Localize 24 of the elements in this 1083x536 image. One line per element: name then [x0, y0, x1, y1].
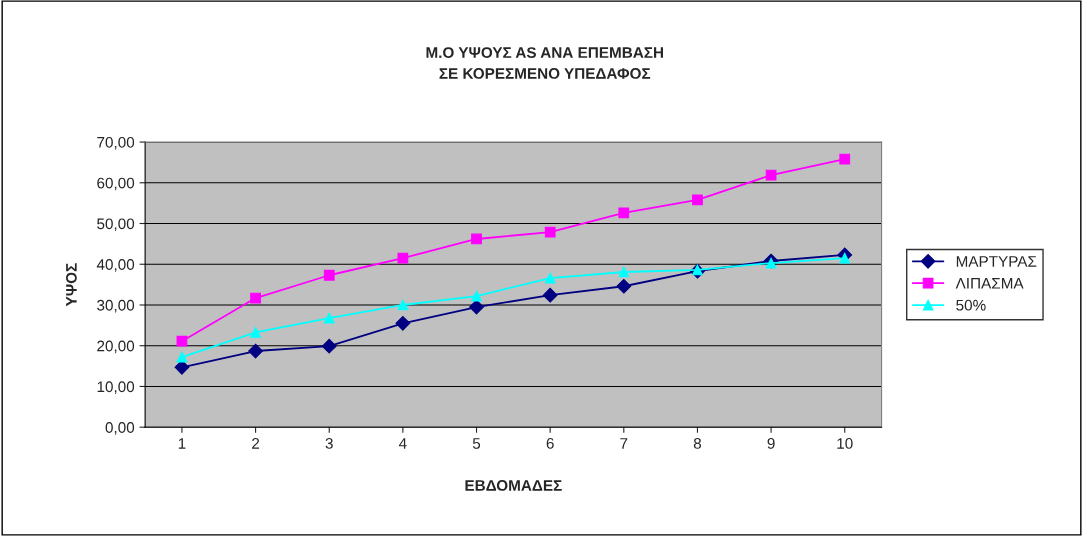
x-tick-label: 9 — [767, 438, 775, 449]
y-tick-label: 0,00 — [105, 422, 135, 435]
y-tick-label: 30,00 — [97, 299, 135, 313]
x-tick-label: 6 — [546, 438, 554, 449]
legend-label: ΜΑΡΤΥΡΑΣ — [956, 256, 1037, 267]
y-tick-label: 20,00 — [97, 340, 135, 354]
y-tick-label: 60,00 — [97, 177, 135, 191]
y-axis-title: ΥΨΟΣ — [65, 263, 77, 307]
x-tick-label: 7 — [620, 438, 628, 449]
y-tick-label: 50,00 — [97, 218, 135, 231]
legend-label: ΛΙΠΑΣΜΑ — [955, 278, 1024, 289]
x-axis-title: ΕΒΔΟΜΑΔΕΣ — [465, 480, 562, 491]
x-tick-label: 2 — [252, 438, 260, 449]
x-tick-label: 4 — [398, 438, 407, 449]
x-tick-label: 5 — [472, 438, 481, 449]
x-tick-label: 8 — [693, 438, 702, 449]
y-tick-label: 70,00 — [97, 136, 135, 150]
chart-title: Μ.Ο ΥΨΟΥΣ AS ΑΝΑ ΕΠΕΜΒΑΣΗ ΣΕ ΚΟΡΕΣΜΕΝΟ ΥΠΕΔΑΦΟΣ — [426, 47, 663, 79]
x-tick-label: 10 — [837, 438, 853, 449]
x-tick-label: 1 — [178, 438, 186, 449]
y-tick-label: 10,00 — [97, 381, 135, 394]
y-tick-label: 40,00 — [96, 259, 135, 272]
x-tick-label: 3 — [325, 438, 333, 449]
legend-label: 50% — [956, 299, 986, 311]
